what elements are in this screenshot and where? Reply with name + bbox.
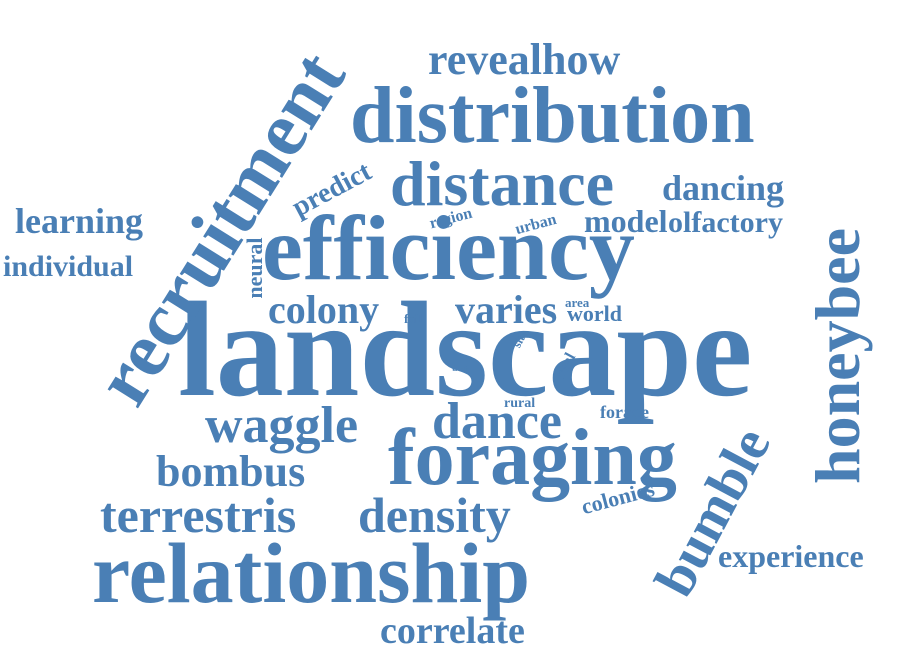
word-area: area — [565, 296, 589, 309]
word-waggle: waggle — [205, 400, 358, 452]
word-dancing: dancing — [662, 170, 784, 206]
word-forage: forage — [600, 403, 649, 421]
word-distance: distance — [390, 152, 614, 216]
word-honeybee: honeybee — [806, 228, 870, 484]
word-fail: fail — [404, 312, 422, 325]
word-varies: varies — [455, 290, 557, 330]
word-learning: learning — [15, 203, 143, 239]
word-experience: experience — [718, 540, 864, 572]
word-revealhow: revealhow — [428, 38, 620, 82]
word-correlate: correlate — [380, 612, 525, 648]
word-dance: dance — [432, 396, 562, 448]
word-colony: colony — [268, 290, 379, 330]
word-individual: individual — [3, 252, 133, 282]
word-rural: rural — [504, 397, 535, 411]
word-bombus: bombus — [156, 450, 305, 494]
word-bee: bee — [452, 361, 469, 373]
word-distribution: distribution — [350, 76, 755, 156]
word-neural: neural — [244, 237, 266, 298]
word-density: density — [358, 490, 511, 540]
word-model: model — [584, 205, 668, 237]
word-terrestris: terrestris — [100, 490, 296, 540]
word-olfactory: olfactory — [668, 208, 783, 238]
